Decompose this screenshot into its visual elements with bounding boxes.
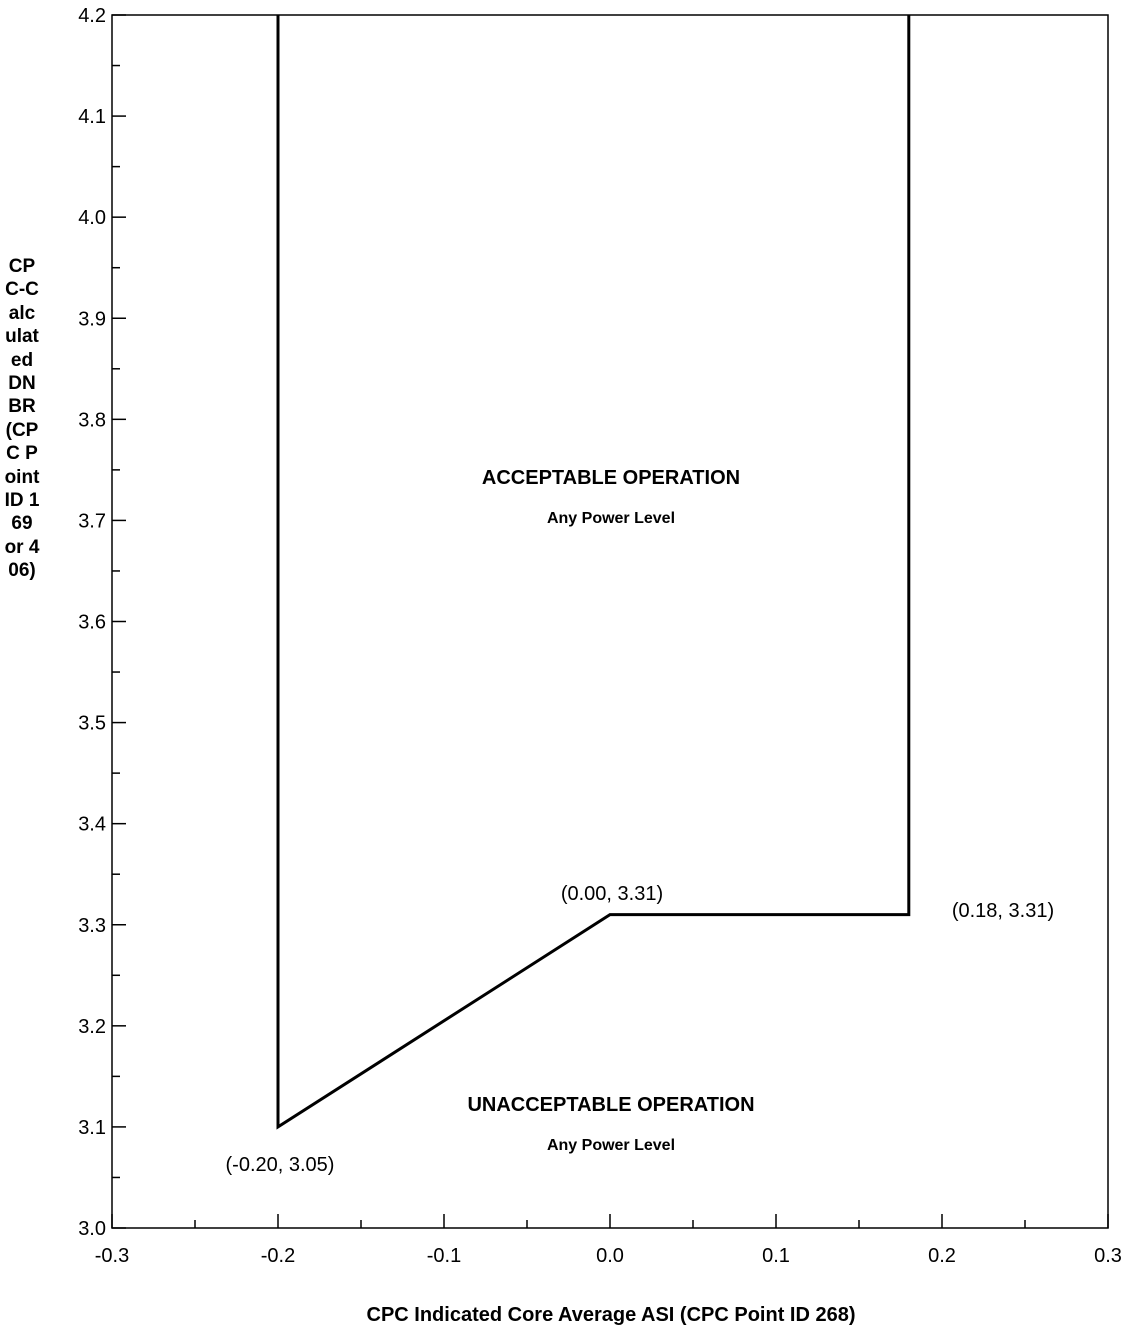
point-label-0.00-3.31: (0.00, 3.31) — [561, 883, 663, 905]
x-tick-label: 0.3 — [1094, 1245, 1122, 1267]
y-tick-label: 3.6 — [78, 612, 106, 634]
y-tick-label: 4.0 — [78, 207, 106, 229]
limit-line — [276, 15, 911, 1130]
y-tick-label: 3.7 — [78, 510, 106, 532]
region-acceptable-subtitle: Any Power Level — [547, 510, 675, 527]
y-tick-label: 3.9 — [78, 308, 106, 330]
x-axis-title: CPC Indicated Core Average ASI (CPC Poin… — [367, 1304, 856, 1326]
y-tick-label: 3.1 — [78, 1117, 106, 1139]
y-tick-label: 4.1 — [78, 106, 106, 128]
y-tick-label: 3.5 — [78, 713, 106, 735]
region-unacceptable-subtitle: Any Power Level — [547, 1137, 675, 1154]
x-ticks: -0.3 -0.2 -0.1 0.0 0.1 0.2 0.3 — [95, 1214, 1122, 1267]
point-label-neg0.20-3.05: (-0.20, 3.05) — [226, 1154, 335, 1176]
y-tick-label: 4.2 — [78, 5, 106, 27]
y-tick-label: 3.2 — [78, 1016, 106, 1038]
y-tick-label: 3.8 — [78, 409, 106, 431]
x-tick-label: 0.2 — [928, 1245, 956, 1267]
y-tick-label: 3.3 — [78, 915, 106, 937]
x-tick-label: -0.2 — [261, 1245, 295, 1267]
y-axis-title: CPC-Calculated DNBR (CPC Point ID 169 or… — [4, 256, 40, 582]
series-layer — [276, 15, 911, 1130]
y-ticks: 3.0 3.1 3.2 3.3 3.4 3.5 3.6 3.7 3.8 3.9 4.0 4.1 4.2 — [78, 5, 126, 1240]
plot-area — [111, 14, 1109, 1229]
x-tick-label: 0.1 — [762, 1245, 790, 1267]
y-tick-label: 3.4 — [78, 814, 106, 836]
region-acceptable-title: ACCEPTABLE OPERATION — [482, 467, 740, 489]
x-tick-label: -0.3 — [95, 1245, 129, 1267]
y-tick-label: 3.0 — [78, 1218, 106, 1240]
region-unacceptable-title: UNACCEPTABLE OPERATION — [467, 1094, 754, 1116]
x-tick-label: 0.0 — [596, 1245, 624, 1267]
point-label-0.18-3.31: (0.18, 3.31) — [952, 900, 1054, 922]
x-tick-label: -0.1 — [427, 1245, 461, 1267]
